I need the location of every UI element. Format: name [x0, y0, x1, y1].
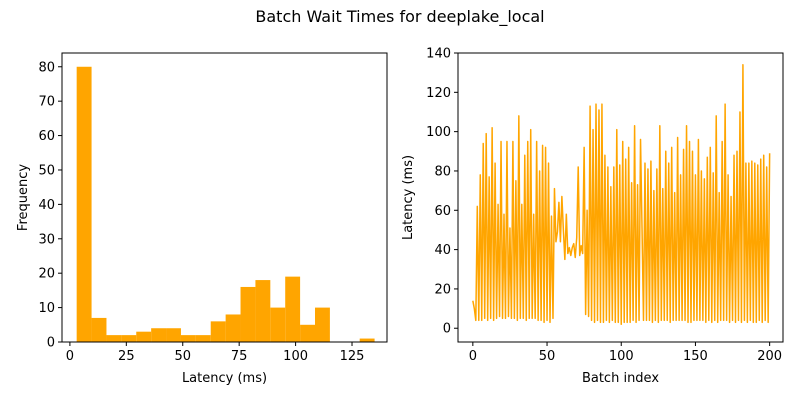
- line-x-tick-label: 0: [469, 349, 477, 364]
- histogram-bar: [315, 307, 330, 342]
- histogram-x-tick-label: 100: [283, 349, 308, 364]
- histogram-y-ticks: 0 10 20 30 40 50 60 70 80: [38, 60, 62, 351]
- histogram-x-tick-label: 50: [174, 349, 191, 364]
- line-y-tick-label: 100: [426, 125, 451, 140]
- histogram-x-label: Latency (ms): [182, 371, 267, 386]
- line-x-tick-label: 200: [757, 349, 782, 364]
- line-y-label: Latency (ms): [401, 155, 416, 240]
- histogram-frame: [61, 52, 388, 343]
- histogram-bar: [180, 335, 196, 342]
- line-x-tick-label: 150: [683, 349, 708, 364]
- line-y-tick-label: 40: [434, 243, 451, 258]
- histogram-panel: 0 25 50 75 100 125 0 10 20 30 40 50 60 70 80 Latency …: [16, 52, 388, 386]
- histogram-bar: [225, 314, 241, 342]
- histogram-y-label: Frequency: [16, 164, 31, 231]
- histogram-bar: [76, 66, 92, 342]
- histogram-y-tick-label: 40: [38, 198, 55, 213]
- histogram-bar: [151, 328, 167, 342]
- line-y-tick-label: 20: [434, 282, 451, 297]
- histogram-bar: [255, 280, 271, 342]
- histogram-bars: [76, 66, 375, 342]
- histogram-bar: [270, 307, 286, 342]
- histogram-bar: [240, 286, 256, 342]
- line-x-tick-label: 50: [539, 349, 556, 364]
- line-series: [472, 64, 771, 326]
- line-x-tick-label: 100: [609, 349, 634, 364]
- line-x-label: Batch index: [582, 371, 659, 386]
- histogram-x-tick-label: 75: [231, 349, 248, 364]
- line-y-tick-label: 0: [443, 322, 451, 337]
- histogram-bar: [359, 338, 375, 342]
- histogram-bar: [121, 335, 137, 342]
- line-x-ticks: 0 50 100 150 200: [469, 342, 782, 364]
- histogram-x-tick-label: 125: [340, 349, 365, 364]
- latency-line: [472, 64, 771, 326]
- line-y-tick-label: 60: [434, 204, 451, 219]
- histogram-bar: [285, 276, 301, 342]
- line-frame: [457, 52, 784, 343]
- histogram-y-tick-label: 0: [47, 336, 55, 351]
- histogram-x-tick-label: 0: [66, 349, 74, 364]
- histogram-bar: [106, 335, 122, 342]
- histogram-bar: [300, 324, 316, 342]
- histogram-bar: [136, 331, 152, 342]
- histogram-bar: [210, 321, 226, 342]
- histogram-y-tick-label: 10: [38, 301, 55, 316]
- histogram-y-tick-label: 30: [38, 232, 55, 247]
- line-panel: 0 50 100 150 200 0 20 40 60 80 100 120 140 Batch in…: [401, 47, 784, 386]
- line-y-tick-label: 80: [434, 164, 451, 179]
- histogram-bar: [195, 335, 211, 342]
- histogram-y-tick-label: 60: [38, 129, 55, 144]
- histogram-x-ticks: 0 25 50 75 100 125: [66, 342, 365, 364]
- line-y-tick-label: 120: [426, 86, 451, 101]
- histogram-bar: [91, 317, 107, 342]
- line-y-tick-label: 140: [426, 47, 451, 62]
- histogram-x-tick-label: 25: [118, 349, 135, 364]
- histogram-y-tick-label: 70: [38, 95, 55, 110]
- histogram-y-tick-label: 20: [38, 267, 55, 282]
- histogram-bar: [166, 328, 181, 342]
- figure-title: Batch Wait Times for deeplake_local: [255, 7, 544, 27]
- histogram-y-tick-label: 50: [38, 163, 55, 178]
- line-y-ticks: 0 20 40 60 80 100 120 140: [426, 47, 458, 337]
- histogram-y-tick-label: 80: [38, 60, 55, 75]
